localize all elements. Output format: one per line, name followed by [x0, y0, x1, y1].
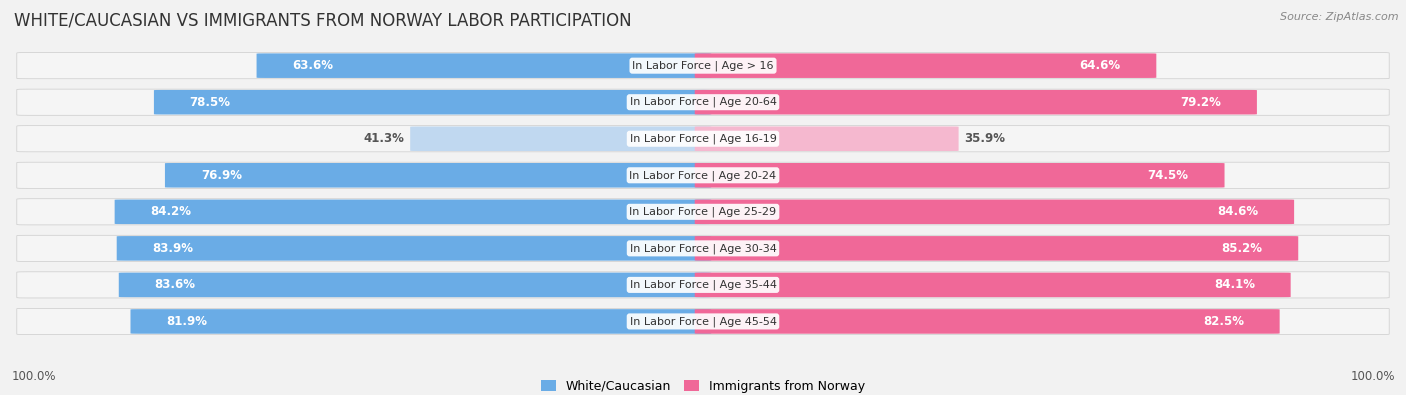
FancyBboxPatch shape — [695, 53, 1156, 78]
Text: 85.2%: 85.2% — [1222, 242, 1263, 255]
Text: In Labor Force | Age 20-64: In Labor Force | Age 20-64 — [630, 97, 776, 107]
FancyBboxPatch shape — [118, 273, 711, 297]
Text: 79.2%: 79.2% — [1180, 96, 1220, 109]
Text: In Labor Force | Age 30-34: In Labor Force | Age 30-34 — [630, 243, 776, 254]
Text: In Labor Force | Age 20-24: In Labor Force | Age 20-24 — [630, 170, 776, 181]
Text: 84.1%: 84.1% — [1213, 278, 1254, 292]
FancyBboxPatch shape — [411, 126, 711, 151]
Text: 83.9%: 83.9% — [152, 242, 194, 255]
Legend: White/Caucasian, Immigrants from Norway: White/Caucasian, Immigrants from Norway — [536, 375, 870, 395]
Text: 78.5%: 78.5% — [190, 96, 231, 109]
Text: In Labor Force | Age 35-44: In Labor Force | Age 35-44 — [630, 280, 776, 290]
FancyBboxPatch shape — [695, 273, 1291, 297]
Text: 100.0%: 100.0% — [11, 370, 56, 383]
Text: 82.5%: 82.5% — [1202, 315, 1244, 328]
FancyBboxPatch shape — [117, 236, 711, 261]
Text: 84.6%: 84.6% — [1218, 205, 1258, 218]
Text: Source: ZipAtlas.com: Source: ZipAtlas.com — [1281, 12, 1399, 22]
FancyBboxPatch shape — [695, 126, 959, 151]
FancyBboxPatch shape — [165, 163, 711, 188]
Text: 81.9%: 81.9% — [166, 315, 207, 328]
Text: In Labor Force | Age > 16: In Labor Force | Age > 16 — [633, 60, 773, 71]
FancyBboxPatch shape — [695, 199, 1294, 224]
FancyBboxPatch shape — [131, 309, 711, 334]
Text: 83.6%: 83.6% — [155, 278, 195, 292]
FancyBboxPatch shape — [695, 309, 1279, 334]
FancyBboxPatch shape — [695, 163, 1225, 188]
FancyBboxPatch shape — [115, 199, 711, 224]
Text: 84.2%: 84.2% — [150, 205, 191, 218]
Text: 64.6%: 64.6% — [1080, 59, 1121, 72]
FancyBboxPatch shape — [17, 308, 1389, 335]
FancyBboxPatch shape — [17, 162, 1389, 188]
Text: In Labor Force | Age 45-54: In Labor Force | Age 45-54 — [630, 316, 776, 327]
FancyBboxPatch shape — [17, 235, 1389, 261]
Text: In Labor Force | Age 25-29: In Labor Force | Age 25-29 — [630, 207, 776, 217]
Text: 74.5%: 74.5% — [1147, 169, 1188, 182]
Text: 41.3%: 41.3% — [364, 132, 405, 145]
FancyBboxPatch shape — [256, 53, 711, 78]
FancyBboxPatch shape — [153, 90, 711, 115]
FancyBboxPatch shape — [17, 272, 1389, 298]
FancyBboxPatch shape — [17, 89, 1389, 115]
Text: 63.6%: 63.6% — [292, 59, 333, 72]
Text: 100.0%: 100.0% — [1350, 370, 1395, 383]
FancyBboxPatch shape — [695, 236, 1298, 261]
FancyBboxPatch shape — [17, 53, 1389, 79]
Text: 35.9%: 35.9% — [965, 132, 1005, 145]
Text: 76.9%: 76.9% — [201, 169, 242, 182]
FancyBboxPatch shape — [17, 199, 1389, 225]
FancyBboxPatch shape — [17, 126, 1389, 152]
Text: WHITE/CAUCASIAN VS IMMIGRANTS FROM NORWAY LABOR PARTICIPATION: WHITE/CAUCASIAN VS IMMIGRANTS FROM NORWA… — [14, 12, 631, 30]
FancyBboxPatch shape — [695, 90, 1257, 115]
Text: In Labor Force | Age 16-19: In Labor Force | Age 16-19 — [630, 134, 776, 144]
